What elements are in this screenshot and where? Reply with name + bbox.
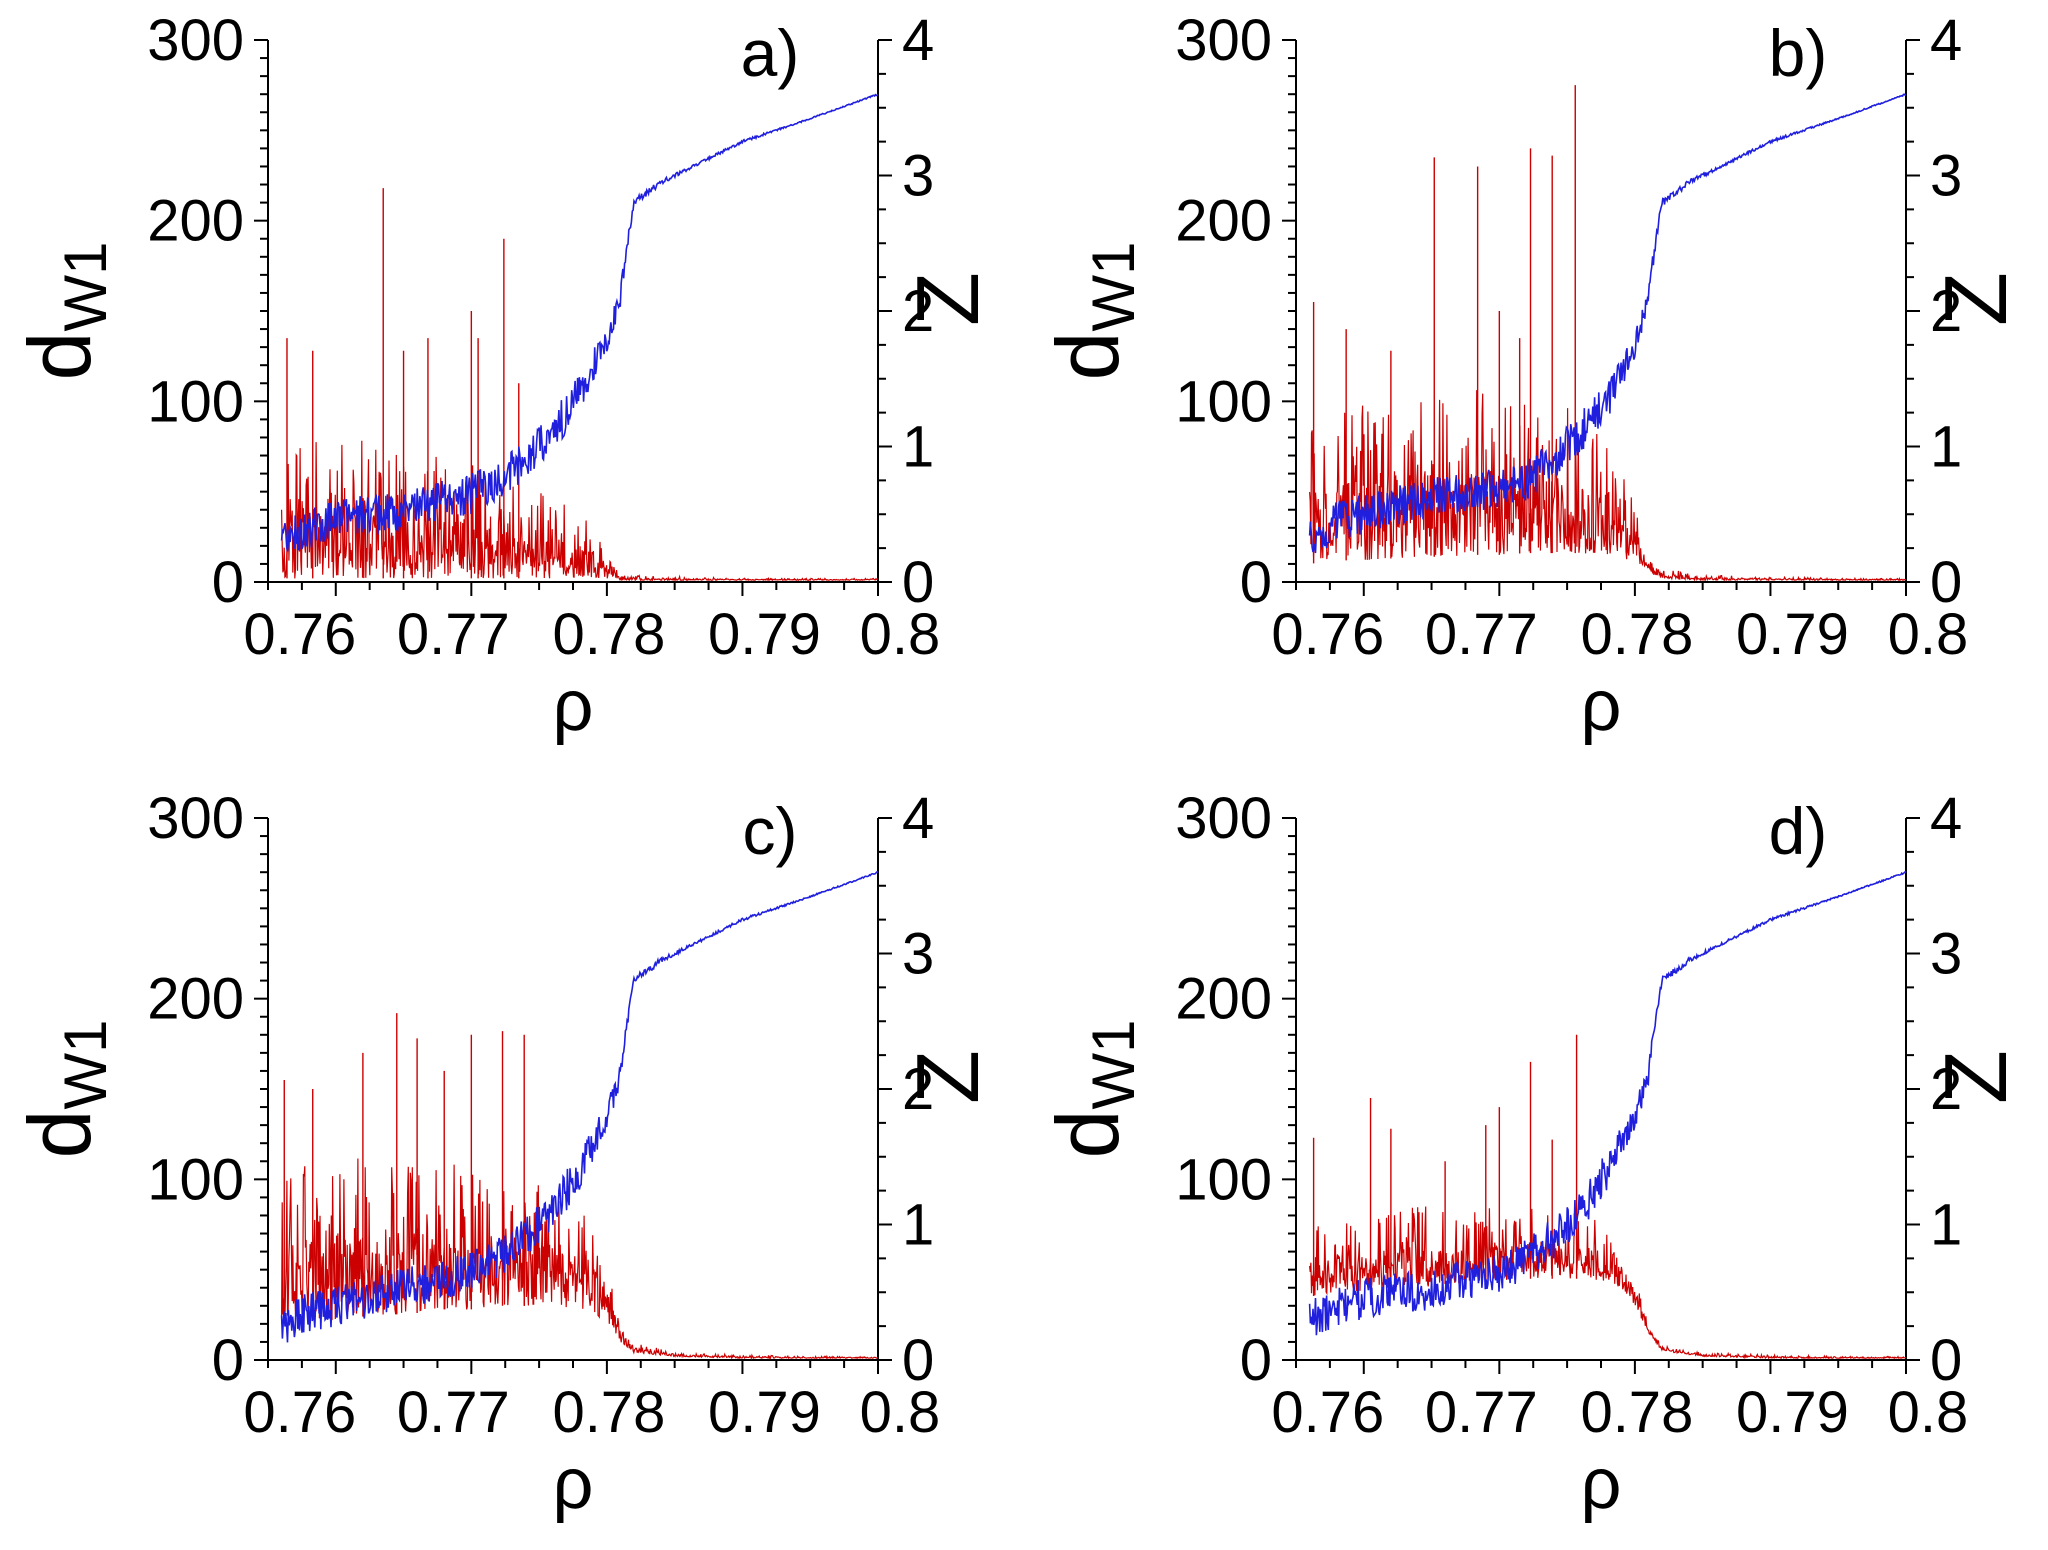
y2-tick-label: 3 xyxy=(902,144,934,209)
x-tick-label: 0.76 xyxy=(1271,1380,1384,1445)
y2-tick-label: 4 xyxy=(1930,8,1962,73)
y-tick-label: 200 xyxy=(1175,189,1272,254)
y2-tick-label: 0 xyxy=(902,1328,934,1393)
x-tick-label: 0.79 xyxy=(708,1380,821,1445)
y2-axis-title: Z xyxy=(898,272,997,326)
x-axis-title: ρ xyxy=(553,666,594,746)
y2-tick-label: 2 xyxy=(1930,279,1962,344)
y-tick-label: 100 xyxy=(147,369,244,434)
y-tick-label: 0 xyxy=(212,1328,244,1393)
z-series-line xyxy=(1308,870,1907,1336)
y2-tick-label: 3 xyxy=(902,922,934,987)
y-tick-label: 0 xyxy=(1240,1328,1272,1393)
chart-panel: 0 100 200 300 0 1 2 3 4 0.76 0.77 0.78 0.79 0.8 ρ dW1 Zc… xyxy=(10,786,997,1524)
y2-tick-label: 0 xyxy=(902,550,934,615)
y2-tick-label: 0 xyxy=(1930,550,1962,615)
y-tick-label: 300 xyxy=(1175,786,1272,851)
panel-label: a) xyxy=(741,16,800,90)
y2-tick-label: 2 xyxy=(902,1057,934,1122)
y-axis-title-sub: W1 xyxy=(1080,1020,1147,1110)
y2-axis-title: Z xyxy=(1926,272,2025,326)
z-series-line xyxy=(1308,93,1907,554)
y-tick-label: 100 xyxy=(147,1147,244,1212)
x-axis-title: ρ xyxy=(1581,1444,1622,1524)
y-tick-label: 200 xyxy=(1175,967,1272,1032)
x-tick-label: 0.76 xyxy=(1271,602,1384,667)
y-axis-title-main: d xyxy=(1038,1110,1137,1159)
x-tick-label: 0.78 xyxy=(552,602,665,667)
dw1-series-line xyxy=(1309,390,1906,582)
x-tick-label: 0.77 xyxy=(1425,1380,1538,1445)
y-tick-label: 100 xyxy=(1175,1147,1272,1212)
panel-label: d) xyxy=(1769,794,1828,868)
y2-tick-label: 3 xyxy=(1930,922,1962,987)
x-axis-title: ρ xyxy=(1581,666,1622,746)
x-tick-label: 0.8 xyxy=(860,1380,941,1445)
panel-label: b) xyxy=(1769,16,1828,90)
y2-tick-label: 3 xyxy=(1930,144,1962,209)
y-axis-title: dW1 xyxy=(10,242,119,381)
panel-label: c) xyxy=(743,794,798,868)
x-tick-label: 0.79 xyxy=(1736,1380,1849,1445)
y-tick-label: 300 xyxy=(147,786,244,851)
x-tick-label: 0.79 xyxy=(708,602,821,667)
y2-tick-label: 2 xyxy=(1930,1057,1962,1122)
y2-tick-label: 1 xyxy=(1930,1193,1962,1258)
y-axis-title: dW1 xyxy=(1038,1020,1147,1159)
y2-tick-label: 1 xyxy=(902,415,934,480)
x-tick-label: 0.8 xyxy=(1888,1380,1969,1445)
x-tick-label: 0.77 xyxy=(1425,602,1538,667)
y2-axis-title: Z xyxy=(1926,1050,2025,1104)
y-tick-label: 0 xyxy=(1240,550,1272,615)
y-axis-title-sub: W1 xyxy=(52,242,119,332)
x-tick-label: 0.78 xyxy=(1580,1380,1693,1445)
chart-panel: 0 100 200 300 0 1 2 3 4 0.76 0.77 0.78 0.79 0.8 ρ dW1 Zd… xyxy=(1038,786,2025,1524)
z-series-line xyxy=(280,93,879,552)
y-axis-title-sub: W1 xyxy=(1080,242,1147,332)
y2-tick-label: 4 xyxy=(902,786,934,851)
y2-tick-label: 4 xyxy=(1930,786,1962,851)
y2-tick-label: 2 xyxy=(902,279,934,344)
x-tick-label: 0.78 xyxy=(552,1380,665,1445)
x-tick-label: 0.77 xyxy=(397,602,510,667)
x-tick-label: 0.78 xyxy=(1580,602,1693,667)
y-tick-label: 200 xyxy=(147,967,244,1032)
x-tick-label: 0.76 xyxy=(243,1380,356,1445)
y-axis-title-sub: W1 xyxy=(52,1020,119,1110)
x-tick-label: 0.76 xyxy=(243,602,356,667)
dw1-series-line xyxy=(281,440,879,583)
y-tick-label: 300 xyxy=(1175,8,1272,73)
x-tick-label: 0.77 xyxy=(397,1380,510,1445)
y-axis-title-main: d xyxy=(10,332,109,381)
y2-tick-label: 0 xyxy=(1930,1328,1962,1393)
chart-panel: 0 100 200 300 0 1 2 3 4 0.76 0.77 0.78 0.79 0.8 ρ dW1 Zb… xyxy=(1038,8,2025,746)
y-tick-label: 300 xyxy=(147,8,244,73)
y-tick-label: 0 xyxy=(212,550,244,615)
dw1-series-line xyxy=(281,1158,879,1361)
y-axis-title: dW1 xyxy=(10,1020,119,1159)
y2-axis-title: Z xyxy=(898,1050,997,1104)
x-tick-label: 0.8 xyxy=(1888,602,1969,667)
y2-tick-label: 1 xyxy=(902,1193,934,1258)
y-axis-title-main: d xyxy=(10,1110,109,1159)
dw1-series-line xyxy=(1309,1206,1907,1360)
y2-tick-label: 4 xyxy=(902,8,934,73)
y-axis-title: dW1 xyxy=(1038,242,1147,381)
y-axis-title-main: d xyxy=(1038,332,1137,381)
y-tick-label: 200 xyxy=(147,189,244,254)
x-tick-label: 0.79 xyxy=(1736,602,1849,667)
x-tick-label: 0.8 xyxy=(860,602,941,667)
x-axis-title: ρ xyxy=(553,1444,594,1524)
chart-panel: 0 100 200 300 0 1 2 3 4 0.76 0.77 0.78 0.79 0.8 ρ dW1 Za… xyxy=(10,8,997,746)
y2-tick-label: 1 xyxy=(1930,415,1962,480)
y-tick-label: 100 xyxy=(1175,369,1272,434)
z-series-line xyxy=(280,870,879,1343)
